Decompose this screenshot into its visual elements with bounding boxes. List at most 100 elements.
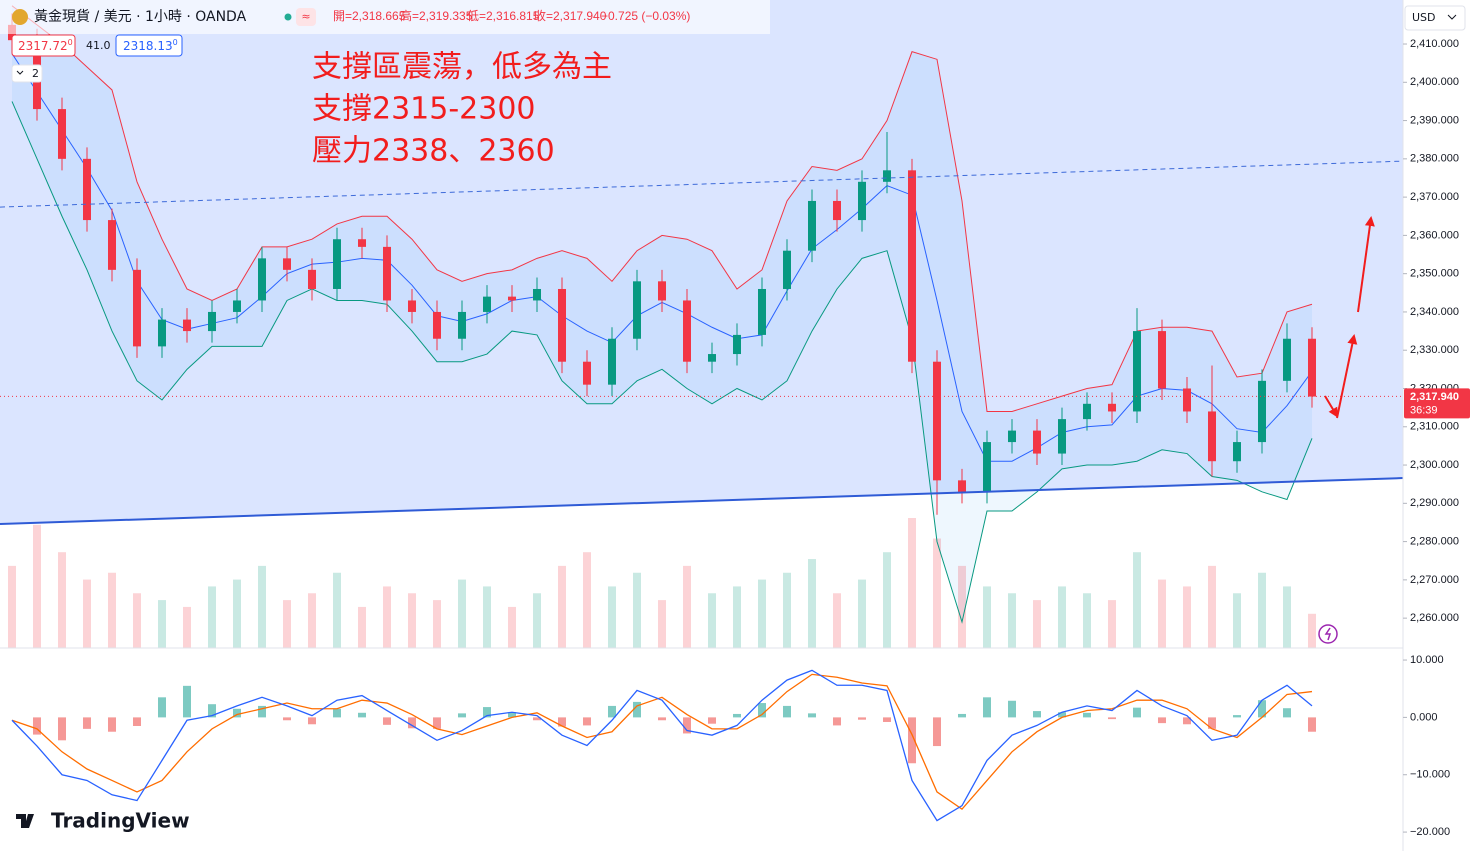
volume-bar: [458, 579, 466, 648]
y-tick-label: 2,350.000: [1410, 268, 1459, 280]
y-tick-label: 2,400.000: [1410, 76, 1459, 88]
candle-body: [708, 354, 716, 362]
candle-body: [258, 258, 266, 301]
macd-histogram-bar: [708, 717, 716, 724]
currency-button[interactable]: [1404, 5, 1466, 31]
y-tick-label: 2,360.000: [1410, 229, 1459, 241]
candle-body: [358, 239, 366, 247]
bid-main: 2317.72: [18, 39, 68, 53]
y-tick-label: 2,330.000: [1410, 344, 1459, 356]
annotation: 壓力2338、2360: [312, 134, 555, 169]
macd-histogram-bar: [1208, 717, 1216, 729]
candle-body: [433, 311, 441, 339]
support-zone: [0, 0, 1403, 524]
macd-histogram-bar: [458, 713, 466, 718]
y-tick-label: 2,270.000: [1410, 574, 1459, 586]
ask-main: 2318.13: [123, 39, 173, 53]
candle-body: [533, 288, 541, 301]
volume-bar: [258, 565, 266, 648]
volume-bar: [1108, 600, 1116, 648]
volume-bar: [108, 572, 116, 648]
volume-bar: [1008, 593, 1016, 648]
bid: 2317.720: [18, 38, 73, 53]
volume-bar: [183, 606, 191, 648]
symbol-title[interactable]: 黃金現貨 / 美元 · 1小時 · OANDA: [34, 8, 247, 25]
volume-bar: [1033, 600, 1041, 648]
macd-histogram-bar: [858, 717, 866, 720]
volume-bar: [383, 586, 391, 648]
candle-body: [158, 319, 166, 347]
candle-body: [1183, 388, 1191, 412]
volume-bar: [608, 586, 616, 648]
volume-bar: [83, 579, 91, 648]
volume-bar: [1183, 586, 1191, 648]
candle-body: [83, 158, 91, 221]
candle-body: [658, 281, 666, 301]
macd-histogram-bar: [33, 717, 41, 735]
macd-histogram-bar: [883, 717, 891, 722]
tv-wordmark: TradingView: [51, 809, 190, 833]
candle-body: [208, 311, 216, 332]
axis-labels: 2,260.000 2,270.000 2,280.000 2,290.000 2,30…: [1403, 38, 1470, 838]
macd-histogram-bar: [133, 717, 141, 726]
volume-bar: [8, 565, 16, 648]
volume-bar: [133, 593, 141, 648]
volume-bar: [883, 552, 891, 648]
arrow: [1336, 334, 1358, 419]
volume-bar: [833, 593, 841, 648]
volume-bar: [358, 606, 366, 648]
bid-sup: 0: [68, 38, 73, 47]
price-axis: [1403, 0, 1475, 851]
volume-bar: [1133, 552, 1141, 648]
candle-body: [958, 480, 966, 492]
y-tick-label: 2,410.000: [1410, 38, 1459, 50]
sell-button[interactable]: [11, 34, 76, 57]
volume-bar: [433, 600, 441, 648]
macd-histogram-bar: [1158, 717, 1166, 724]
macd-histogram-bar: [483, 707, 491, 718]
candle-body: [133, 269, 141, 347]
candle-body: [933, 361, 941, 481]
candle-body: [183, 319, 191, 332]
candle-body: [633, 281, 641, 339]
candle-body: [558, 288, 566, 362]
indicators-toggle[interactable]: [11, 64, 43, 83]
volume-bar: [658, 600, 666, 648]
last-price-tag: [1404, 388, 1470, 419]
band-upper: [11, 5, 1313, 412]
macd-histogram-bar: [783, 705, 791, 718]
macd-histogram-bar: [983, 697, 991, 718]
currency: USD: [1412, 11, 1436, 24]
macd-histogram-bar: [958, 713, 966, 718]
countdown: 36:39: [1410, 404, 1438, 416]
volume-bar: [858, 579, 866, 648]
volume-bar: [483, 586, 491, 648]
volume-bar: [1258, 572, 1266, 648]
volume-bar: [208, 586, 216, 648]
candle-body: [783, 250, 791, 289]
candle-body: [908, 170, 916, 362]
volume-bar: [908, 518, 916, 648]
candle-body: [808, 200, 816, 251]
volume-bar: [308, 593, 316, 648]
macd-histogram-bar: [633, 701, 641, 718]
volume-bar: [408, 593, 416, 648]
candle-body: [508, 296, 516, 301]
volume-bar: [333, 572, 341, 648]
header-bg: [0, 0, 770, 34]
candle-body: [1033, 430, 1041, 454]
buy-button[interactable]: [115, 34, 183, 57]
macd-histogram-bar: [758, 703, 766, 718]
candle-body: [1133, 331, 1141, 412]
macd-histogram-bar: [533, 717, 541, 721]
ohlc-field: 高=2,319.335: [400, 8, 473, 23]
y-tick-label: 2,300.000: [1410, 459, 1459, 471]
ohlc-field: −0.725 (−0.03%): [601, 9, 690, 23]
candle-body: [58, 109, 66, 159]
macd-histogram-bar: [683, 717, 691, 734]
ohlc-field: 收=2,317.940: [534, 9, 607, 23]
macd-histogram-bar: [258, 705, 266, 718]
candle-body: [458, 311, 466, 339]
symbol-logo: [12, 9, 28, 25]
